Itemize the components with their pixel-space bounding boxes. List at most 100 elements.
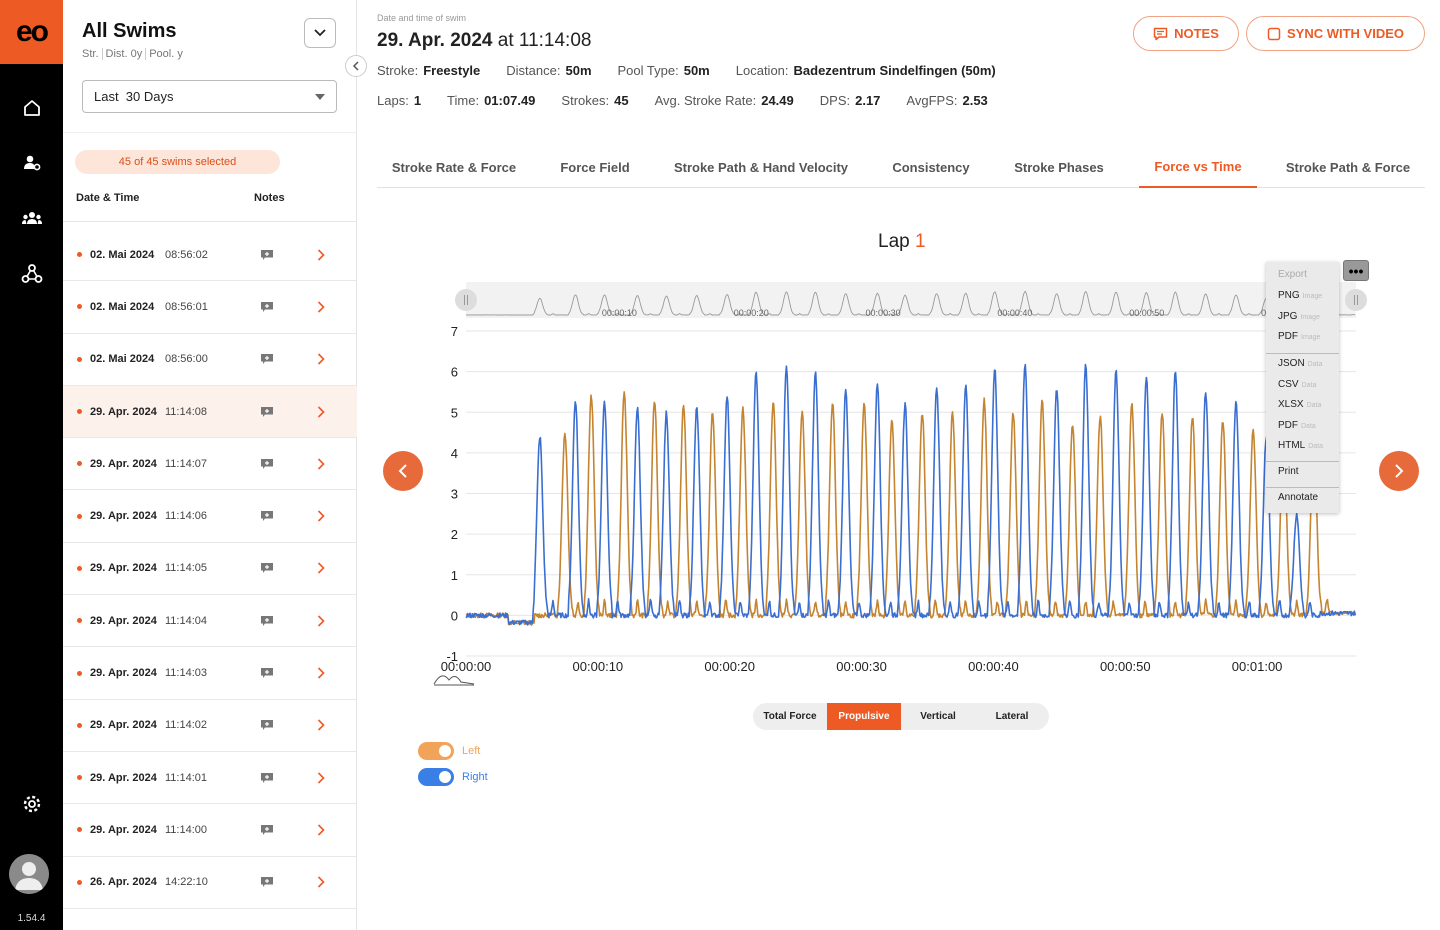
note-icon[interactable] [261, 301, 273, 312]
note-icon[interactable] [261, 772, 273, 783]
toggle-right[interactable] [418, 768, 454, 786]
prev-lap-button[interactable] [383, 451, 423, 491]
chevron-right-icon [1395, 464, 1404, 478]
tab-stroke-path-force[interactable]: Stroke Path & Force [1285, 160, 1411, 175]
chevron-right-icon[interactable] [317, 249, 325, 261]
next-lap-button[interactable] [1379, 451, 1419, 491]
user-settings-icon[interactable] [0, 148, 63, 178]
print-menu-item[interactable]: Print [1278, 466, 1299, 477]
legend-right[interactable]: Right [418, 768, 488, 786]
column-header-notes[interactable]: Notes [254, 192, 285, 204]
swim-row[interactable]: 29. Apr. 2024 11:14:01 [63, 752, 357, 805]
note-icon[interactable] [261, 354, 273, 365]
row-date: 29. Apr. 2024 [90, 562, 157, 575]
settings-gear-icon[interactable] [0, 789, 63, 819]
tab-stroke-rate-force[interactable]: Stroke Rate & Force [391, 160, 517, 175]
annotate-menu-item[interactable]: Annotate [1278, 492, 1319, 503]
swim-row[interactable]: 29. Apr. 2024 11:14:08 [63, 385, 357, 439]
export-menu-button[interactable]: ••• [1343, 260, 1369, 281]
sync-video-button[interactable]: SYNC WITH VIDEO [1246, 16, 1425, 51]
export-pdf-image[interactable]: PDF Image [1278, 331, 1320, 342]
export-pdf-data[interactable]: PDF Data [1278, 420, 1316, 431]
note-icon[interactable] [261, 877, 273, 888]
tab-force-vs-time[interactable]: Force vs Time [1139, 147, 1257, 188]
notes-button[interactable]: NOTES [1133, 16, 1239, 51]
swim-row[interactable]: 02. Mai 2024 08:56:02 [63, 229, 357, 282]
toggle-left[interactable] [418, 742, 454, 760]
stat-item: Time: 01:07.49 [447, 93, 535, 108]
share-network-icon[interactable] [0, 259, 63, 289]
note-icon[interactable] [261, 615, 273, 626]
swim-detail: Date and time of swim 29. Apr. 2024 at 1… [357, 0, 1440, 930]
note-icon[interactable] [261, 824, 273, 835]
swim-row[interactable]: 29. Apr. 2024 11:14:04 [63, 595, 357, 648]
force-type-lateral[interactable]: Lateral [995, 711, 1029, 722]
note-icon[interactable] [261, 406, 273, 417]
chevron-right-icon[interactable] [317, 719, 325, 731]
swim-row[interactable]: 26. Apr. 2024 14:22:10 [63, 857, 357, 909]
chevron-right-icon[interactable] [317, 876, 325, 888]
app-logo[interactable]: eo [0, 0, 63, 64]
status-dot [77, 356, 82, 362]
swim-row[interactable]: 29. Apr. 2024 11:14:05 [63, 543, 357, 596]
row-time: 08:56:02 [165, 248, 208, 261]
swim-row[interactable]: 29. Apr. 2024 11:14:03 [63, 647, 357, 700]
export-jpg-image[interactable]: JPG Image [1278, 311, 1320, 322]
collapse-panel-button[interactable] [345, 55, 367, 77]
note-icon[interactable] [261, 720, 273, 731]
chevron-right-icon[interactable] [317, 772, 325, 784]
swim-row[interactable]: 29. Apr. 2024 11:14:00 [63, 804, 357, 857]
export-xlsx-data[interactable]: XLSX Data [1278, 399, 1321, 410]
column-header-date[interactable]: Date & Time [76, 192, 140, 204]
swim-row[interactable]: 29. Apr. 2024 11:14:07 [63, 438, 357, 491]
row-time: 11:14:08 [165, 405, 208, 418]
status-dot [77, 513, 82, 519]
tab-consistency[interactable]: Consistency [892, 160, 970, 175]
chevron-right-icon[interactable] [317, 667, 325, 679]
filter-summary: Str. Dist. 0y Pool. y [82, 48, 189, 60]
filter-dropdown-button[interactable] [304, 18, 336, 48]
note-icon[interactable] [261, 249, 273, 260]
row-date: 29. Apr. 2024 [90, 823, 157, 836]
tab-force-field[interactable]: Force Field [560, 160, 630, 175]
export-csv-data[interactable]: CSV Data [1278, 379, 1316, 390]
force-type-vertical[interactable]: Vertical [920, 711, 956, 722]
period-select[interactable]: Last 30 Days [82, 80, 337, 113]
swim-row[interactable]: 29. Apr. 2024 11:14:02 [63, 700, 357, 752]
force-type-propulsive[interactable]: Propulsive [827, 703, 901, 730]
note-icon[interactable] [261, 563, 273, 574]
x-tick-label: 00:01:00 [1232, 659, 1283, 674]
handle-grip-icon [1354, 295, 1358, 305]
export-html-data[interactable]: HTML Data [1278, 440, 1323, 451]
swim-row[interactable]: 02. Mai 2024 08:56:01 [63, 281, 357, 334]
y-tick-label: 1 [451, 568, 458, 583]
left-rail: eo 1.54.4 [0, 0, 63, 930]
chevron-right-icon[interactable] [317, 405, 325, 418]
export-json-data[interactable]: JSON Data [1278, 358, 1322, 369]
swim-row[interactable]: 29. Apr. 2024 11:14:06 [63, 490, 357, 543]
note-icon[interactable] [261, 668, 273, 679]
force-type-total-force[interactable]: Total Force [763, 711, 817, 722]
status-dot [77, 565, 82, 571]
swim-row[interactable]: 02. Mai 2024 08:56:00 [63, 334, 357, 386]
legend-left-label: Left [462, 745, 481, 757]
home-icon[interactable] [0, 93, 63, 123]
note-icon[interactable] [261, 458, 273, 469]
status-dot [77, 827, 82, 833]
chevron-right-icon[interactable] [317, 458, 325, 470]
chevron-right-icon[interactable] [317, 615, 325, 627]
export-png-image[interactable]: PNG Image [1278, 290, 1322, 301]
team-icon[interactable] [0, 203, 63, 233]
chevron-right-icon[interactable] [317, 562, 325, 574]
legend-left[interactable]: Left [418, 742, 480, 760]
chevron-right-icon[interactable] [317, 353, 325, 365]
chevron-right-icon[interactable] [317, 301, 325, 313]
selection-badge[interactable]: 45 of 45 swims selected [75, 150, 280, 174]
tab-stroke-phases[interactable]: Stroke Phases [1014, 160, 1104, 175]
user-avatar[interactable] [9, 854, 49, 894]
chevron-right-icon[interactable] [317, 510, 325, 522]
note-icon[interactable] [261, 511, 273, 522]
row-date: 29. Apr. 2024 [90, 510, 157, 523]
tab-stroke-path-hand-velocity[interactable]: Stroke Path & Hand Velocity [673, 160, 849, 175]
chevron-right-icon[interactable] [317, 824, 325, 836]
